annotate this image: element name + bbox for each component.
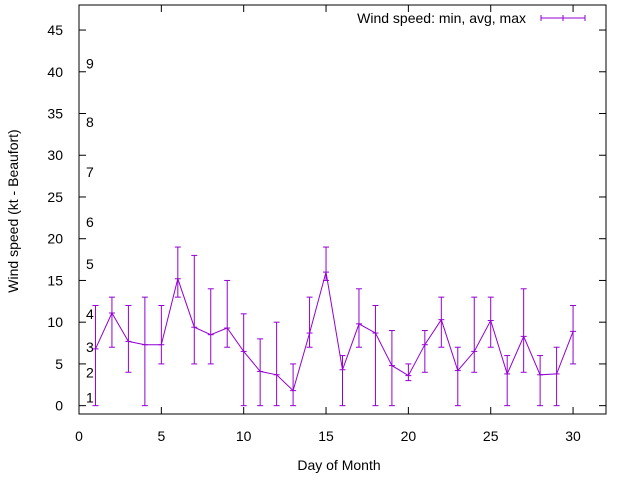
x-tick-label: 20 xyxy=(401,428,417,444)
y-tick-label: 25 xyxy=(47,189,63,205)
beaufort-label: 9 xyxy=(86,55,94,71)
x-tick-label: 10 xyxy=(236,428,252,444)
beaufort-label: 3 xyxy=(86,339,94,355)
beaufort-label: 1 xyxy=(86,389,94,405)
series-line xyxy=(95,271,574,392)
beaufort-label: 4 xyxy=(86,306,94,322)
beaufort-label: 6 xyxy=(86,214,94,230)
y-tick-label: 5 xyxy=(55,356,63,372)
x-tick-label: 30 xyxy=(565,428,581,444)
series-group xyxy=(92,246,577,407)
x-axis-label: Day of Month xyxy=(297,457,380,473)
y-tick-label: 10 xyxy=(47,314,63,330)
y-tick-label: 45 xyxy=(47,22,63,38)
x-axis: 0 5 10 15 20 25 30 xyxy=(75,5,581,444)
y-tick-label: 20 xyxy=(47,231,63,247)
y-tick-label: 30 xyxy=(47,147,63,163)
y-tick-label: 35 xyxy=(47,106,63,122)
y-tick-label: 0 xyxy=(55,398,63,414)
beaufort-label: 2 xyxy=(86,364,94,380)
y-tick-label: 15 xyxy=(47,272,63,288)
beaufort-label: 5 xyxy=(86,256,94,272)
legend-label: Wind speed: min, avg, max xyxy=(357,10,526,26)
beaufort-scale-labels: 1 2 3 4 5 6 7 8 9 xyxy=(86,55,94,405)
plot-frame xyxy=(78,4,607,415)
x-tick-label: 0 xyxy=(75,428,83,444)
x-tick-label: 15 xyxy=(318,428,334,444)
legend: Wind speed: min, avg, max xyxy=(357,10,586,26)
beaufort-label: 8 xyxy=(86,114,94,130)
beaufort-label: 7 xyxy=(86,164,94,180)
y-axis-label: Wind speed (kt - Beaufort) xyxy=(5,129,21,292)
x-tick-label: 25 xyxy=(483,428,499,444)
x-tick-label: 5 xyxy=(157,428,165,444)
y-tick-label: 40 xyxy=(47,64,63,80)
